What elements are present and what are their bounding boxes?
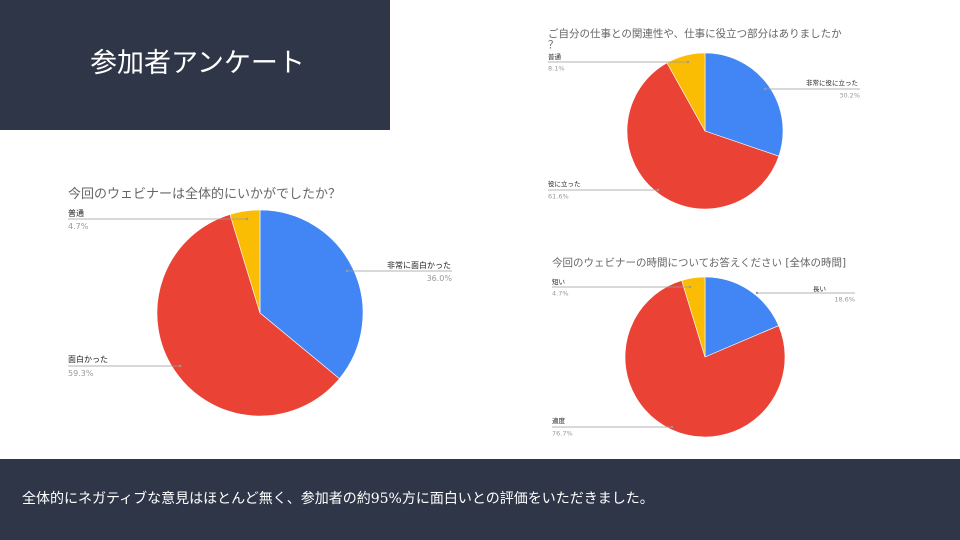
slice-label-0: 長い: [813, 285, 826, 293]
slice-value-2: 4.7%: [68, 222, 89, 231]
chart-title: 今回のウェビナーの時間についてお答えください [全体の時間]: [552, 256, 846, 269]
callout-dot-1: [178, 364, 182, 368]
slice-label-2: 普通: [548, 52, 562, 61]
slice-label-1: 面白かった: [68, 354, 108, 364]
callout-dot-0: [763, 87, 767, 91]
slice-value-0: 18.6%: [834, 296, 855, 304]
slice-label-0: 非常に面白かった: [387, 260, 451, 270]
pie-slice-1: [626, 62, 780, 210]
slice-value-2: 4.7%: [552, 290, 569, 298]
pie-slice-0: [704, 52, 784, 157]
chart-title: 今回のウェビナーは全体的にいかがでしたか？: [68, 186, 341, 202]
slice-label-1: 役に立った: [548, 179, 581, 188]
footer-panel: 全体的にネガティブな意見はほとんど無く、参加者の約95%方に面白いとの評価をいた…: [0, 459, 960, 540]
slice-label-0: 非常に役に立った: [806, 78, 858, 87]
callout-dot-2: [688, 285, 692, 289]
slice-value-1: 61.6%: [548, 193, 569, 201]
chart-title: ご自分の仕事との関連性や、仕事に役立つ部分はありましたか？: [548, 27, 842, 51]
slice-value-2: 8.1%: [548, 65, 565, 73]
callout-dot-0: [755, 291, 759, 295]
slice-value-1: 76.7%: [552, 430, 573, 438]
title-panel: 参加者アンケート: [0, 0, 390, 130]
slice-label-2: 普通: [68, 208, 84, 218]
pie-slice-0: [259, 209, 364, 380]
slice-value-0: 36.0%: [427, 274, 453, 283]
slice-label-1: 適度: [552, 416, 566, 425]
slice-value-1: 59.3%: [68, 369, 94, 378]
callout-dot-0: [345, 269, 349, 273]
slide-title: 参加者アンケート: [90, 48, 305, 79]
pie-slice-1: [156, 214, 340, 417]
slice-label-2: 短い: [552, 277, 565, 286]
pie-slice-1: [624, 280, 786, 438]
slice-value-0: 30.2%: [839, 92, 860, 100]
pie-slice-2: [681, 276, 706, 358]
callout-dot-1: [670, 425, 674, 429]
summary-text: 全体的にネガティブな意見はほとんど無く、参加者の約95%方に面白いとの評価をいた…: [22, 491, 654, 507]
pie-slice-2: [229, 209, 261, 314]
callout-dot-2: [686, 60, 690, 64]
callout-dot-1: [656, 188, 660, 192]
pie-slice-2: [666, 52, 706, 133]
callout-dot-2: [245, 217, 249, 221]
pie-slice-0: [704, 276, 780, 358]
